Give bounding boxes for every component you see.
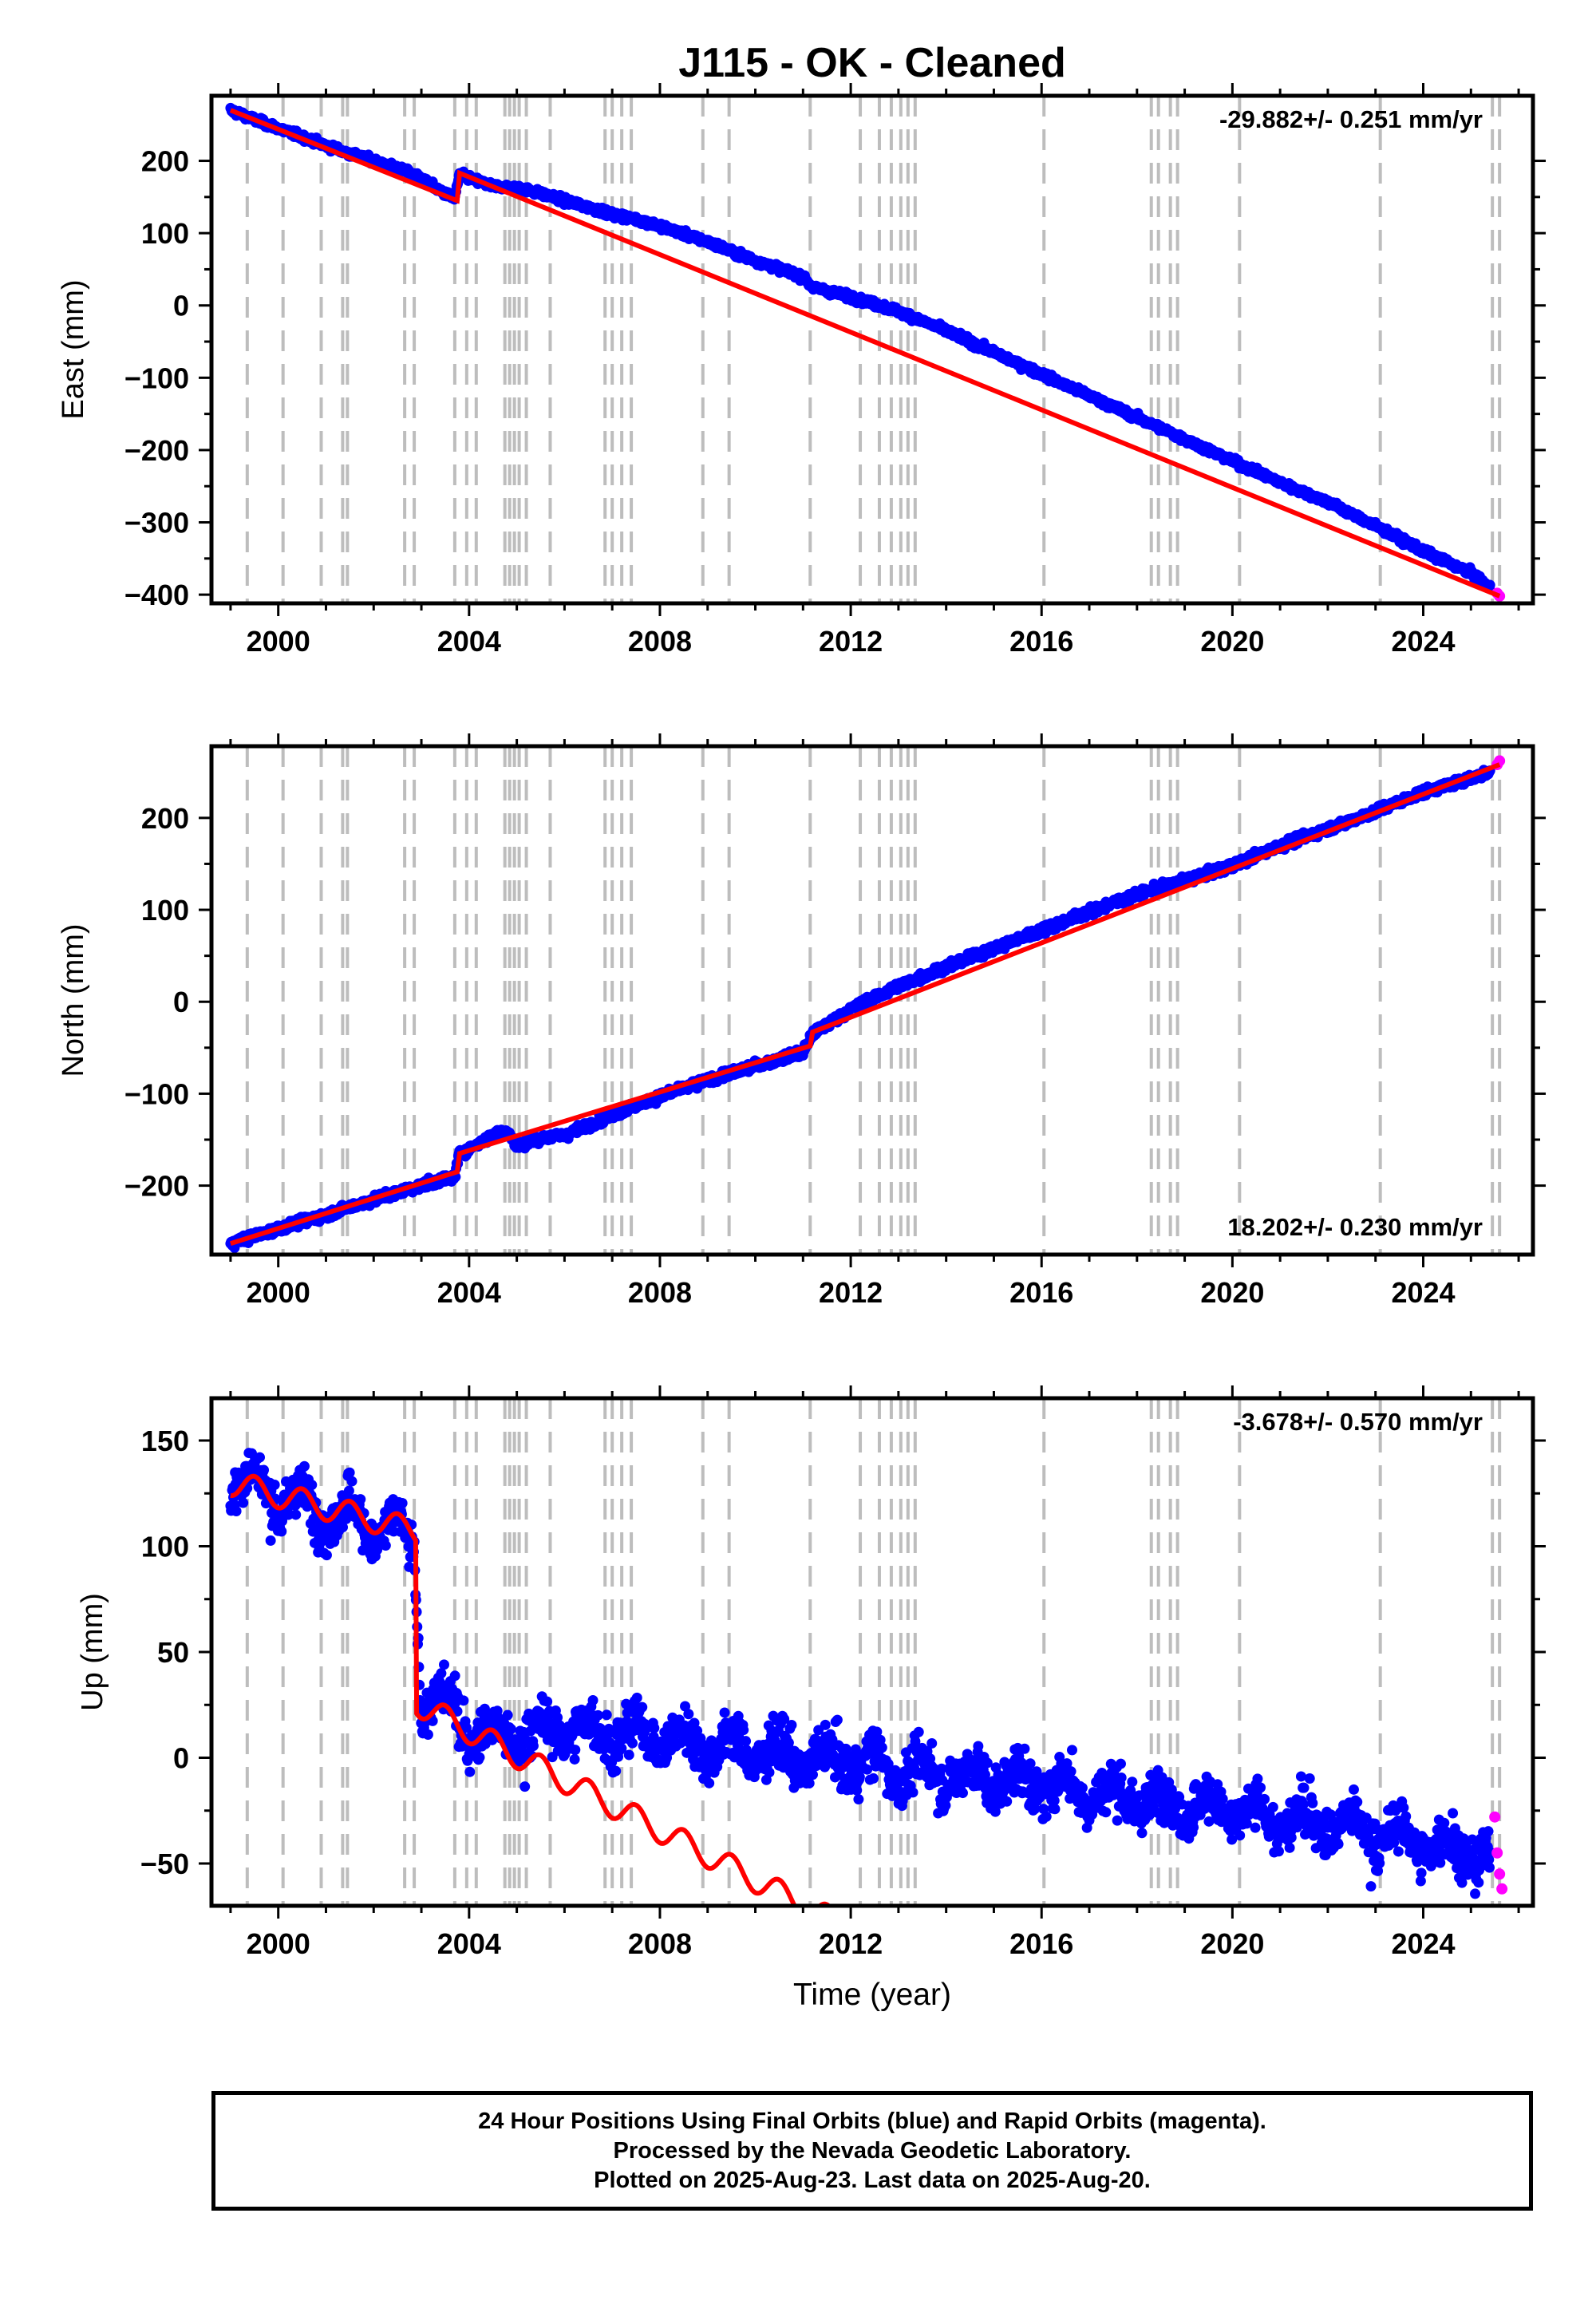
final-orbit-point xyxy=(306,1480,318,1491)
final-orbit-point xyxy=(259,1464,270,1476)
y-tick-label: −100 xyxy=(124,1077,189,1110)
y-tick-label: 200 xyxy=(141,145,189,178)
x-tick-label: 2000 xyxy=(247,625,310,658)
figure-title: J115 - OK - Cleaned xyxy=(678,40,1066,86)
data-points xyxy=(225,102,1506,602)
x-tick-label: 2000 xyxy=(247,1276,310,1309)
rate-annotation: -29.882+/- 0.251 mm/yr xyxy=(1219,105,1483,133)
x-tick-label: 2012 xyxy=(819,1276,883,1309)
model-fit-line xyxy=(229,108,1501,599)
final-orbit-point xyxy=(1484,579,1495,591)
final-orbit-point xyxy=(343,1485,354,1496)
north-panel: 2000 2004 2008 2012 2016 2020 2024 −200 −100 0 100… xyxy=(57,733,1546,1309)
x-tick-label: 2020 xyxy=(1200,625,1264,658)
x-tick-label: 2012 xyxy=(819,625,883,658)
east-panel: 2000 2004 2008 2012 2016 2020 2024−400−300−200… xyxy=(57,83,1546,658)
final-orbit-point xyxy=(269,1479,280,1490)
x-tick-label: 2008 xyxy=(628,625,692,658)
x-tick-label: 2020 xyxy=(1200,1276,1264,1309)
plot-frame xyxy=(209,93,1535,606)
data-points xyxy=(225,1448,1508,1899)
y-tick-label: −300 xyxy=(124,507,189,539)
x-tick-label: 2008 xyxy=(628,1276,692,1309)
y-axis-label: East (mm) xyxy=(57,279,90,419)
final-orbit-point xyxy=(355,1494,366,1505)
rate-annotation: 18.202+/- 0.230 mm/yr xyxy=(1227,1213,1483,1241)
y-tick-label: −200 xyxy=(124,1170,189,1203)
final-orbit-point xyxy=(346,1476,358,1487)
x-tick-label: 2024 xyxy=(1391,625,1455,658)
final-orbit-point xyxy=(321,1550,332,1561)
x-tick-label: 2016 xyxy=(1009,625,1073,658)
y-tick-label: 100 xyxy=(141,217,189,250)
final-orbit-point xyxy=(238,1497,249,1508)
final-orbit-point xyxy=(255,1452,266,1463)
model-fit-line xyxy=(229,762,1501,1247)
final-orbit-point xyxy=(265,1535,276,1546)
final-orbit-point xyxy=(282,1509,294,1520)
y-tick-label: −400 xyxy=(124,579,189,611)
data-points xyxy=(225,755,1506,1254)
final-orbit-point xyxy=(298,1460,310,1472)
y-tick-label: −200 xyxy=(124,434,189,467)
y-tick-label: 0 xyxy=(173,290,189,322)
final-orbit-point xyxy=(380,1540,391,1551)
final-orbit-point xyxy=(276,1526,287,1537)
final-orbit-point xyxy=(338,1522,349,1533)
y-tick-label: 200 xyxy=(141,802,189,835)
x-tick-label: 2024 xyxy=(1391,1276,1455,1309)
x-tick-label: 2016 xyxy=(1009,1276,1073,1309)
event-lines xyxy=(245,96,1502,603)
y-axis-label: North (mm) xyxy=(57,923,90,1077)
y-tick-label: 0 xyxy=(173,986,189,1018)
final-orbit-point xyxy=(290,1509,302,1520)
final-orbit-point xyxy=(231,1505,242,1516)
plot-frame xyxy=(209,744,1535,1257)
y-tick-label: −100 xyxy=(124,362,189,394)
up-panel: 2000 2004 2008 2012 2016 2020 2024−50050100150… xyxy=(76,1385,1546,1960)
y-tick-label: 100 xyxy=(141,894,189,927)
x-tick-label: 2004 xyxy=(437,625,501,658)
x-tick-label: 2004 xyxy=(437,1276,501,1309)
final-orbit-point xyxy=(344,1467,355,1478)
